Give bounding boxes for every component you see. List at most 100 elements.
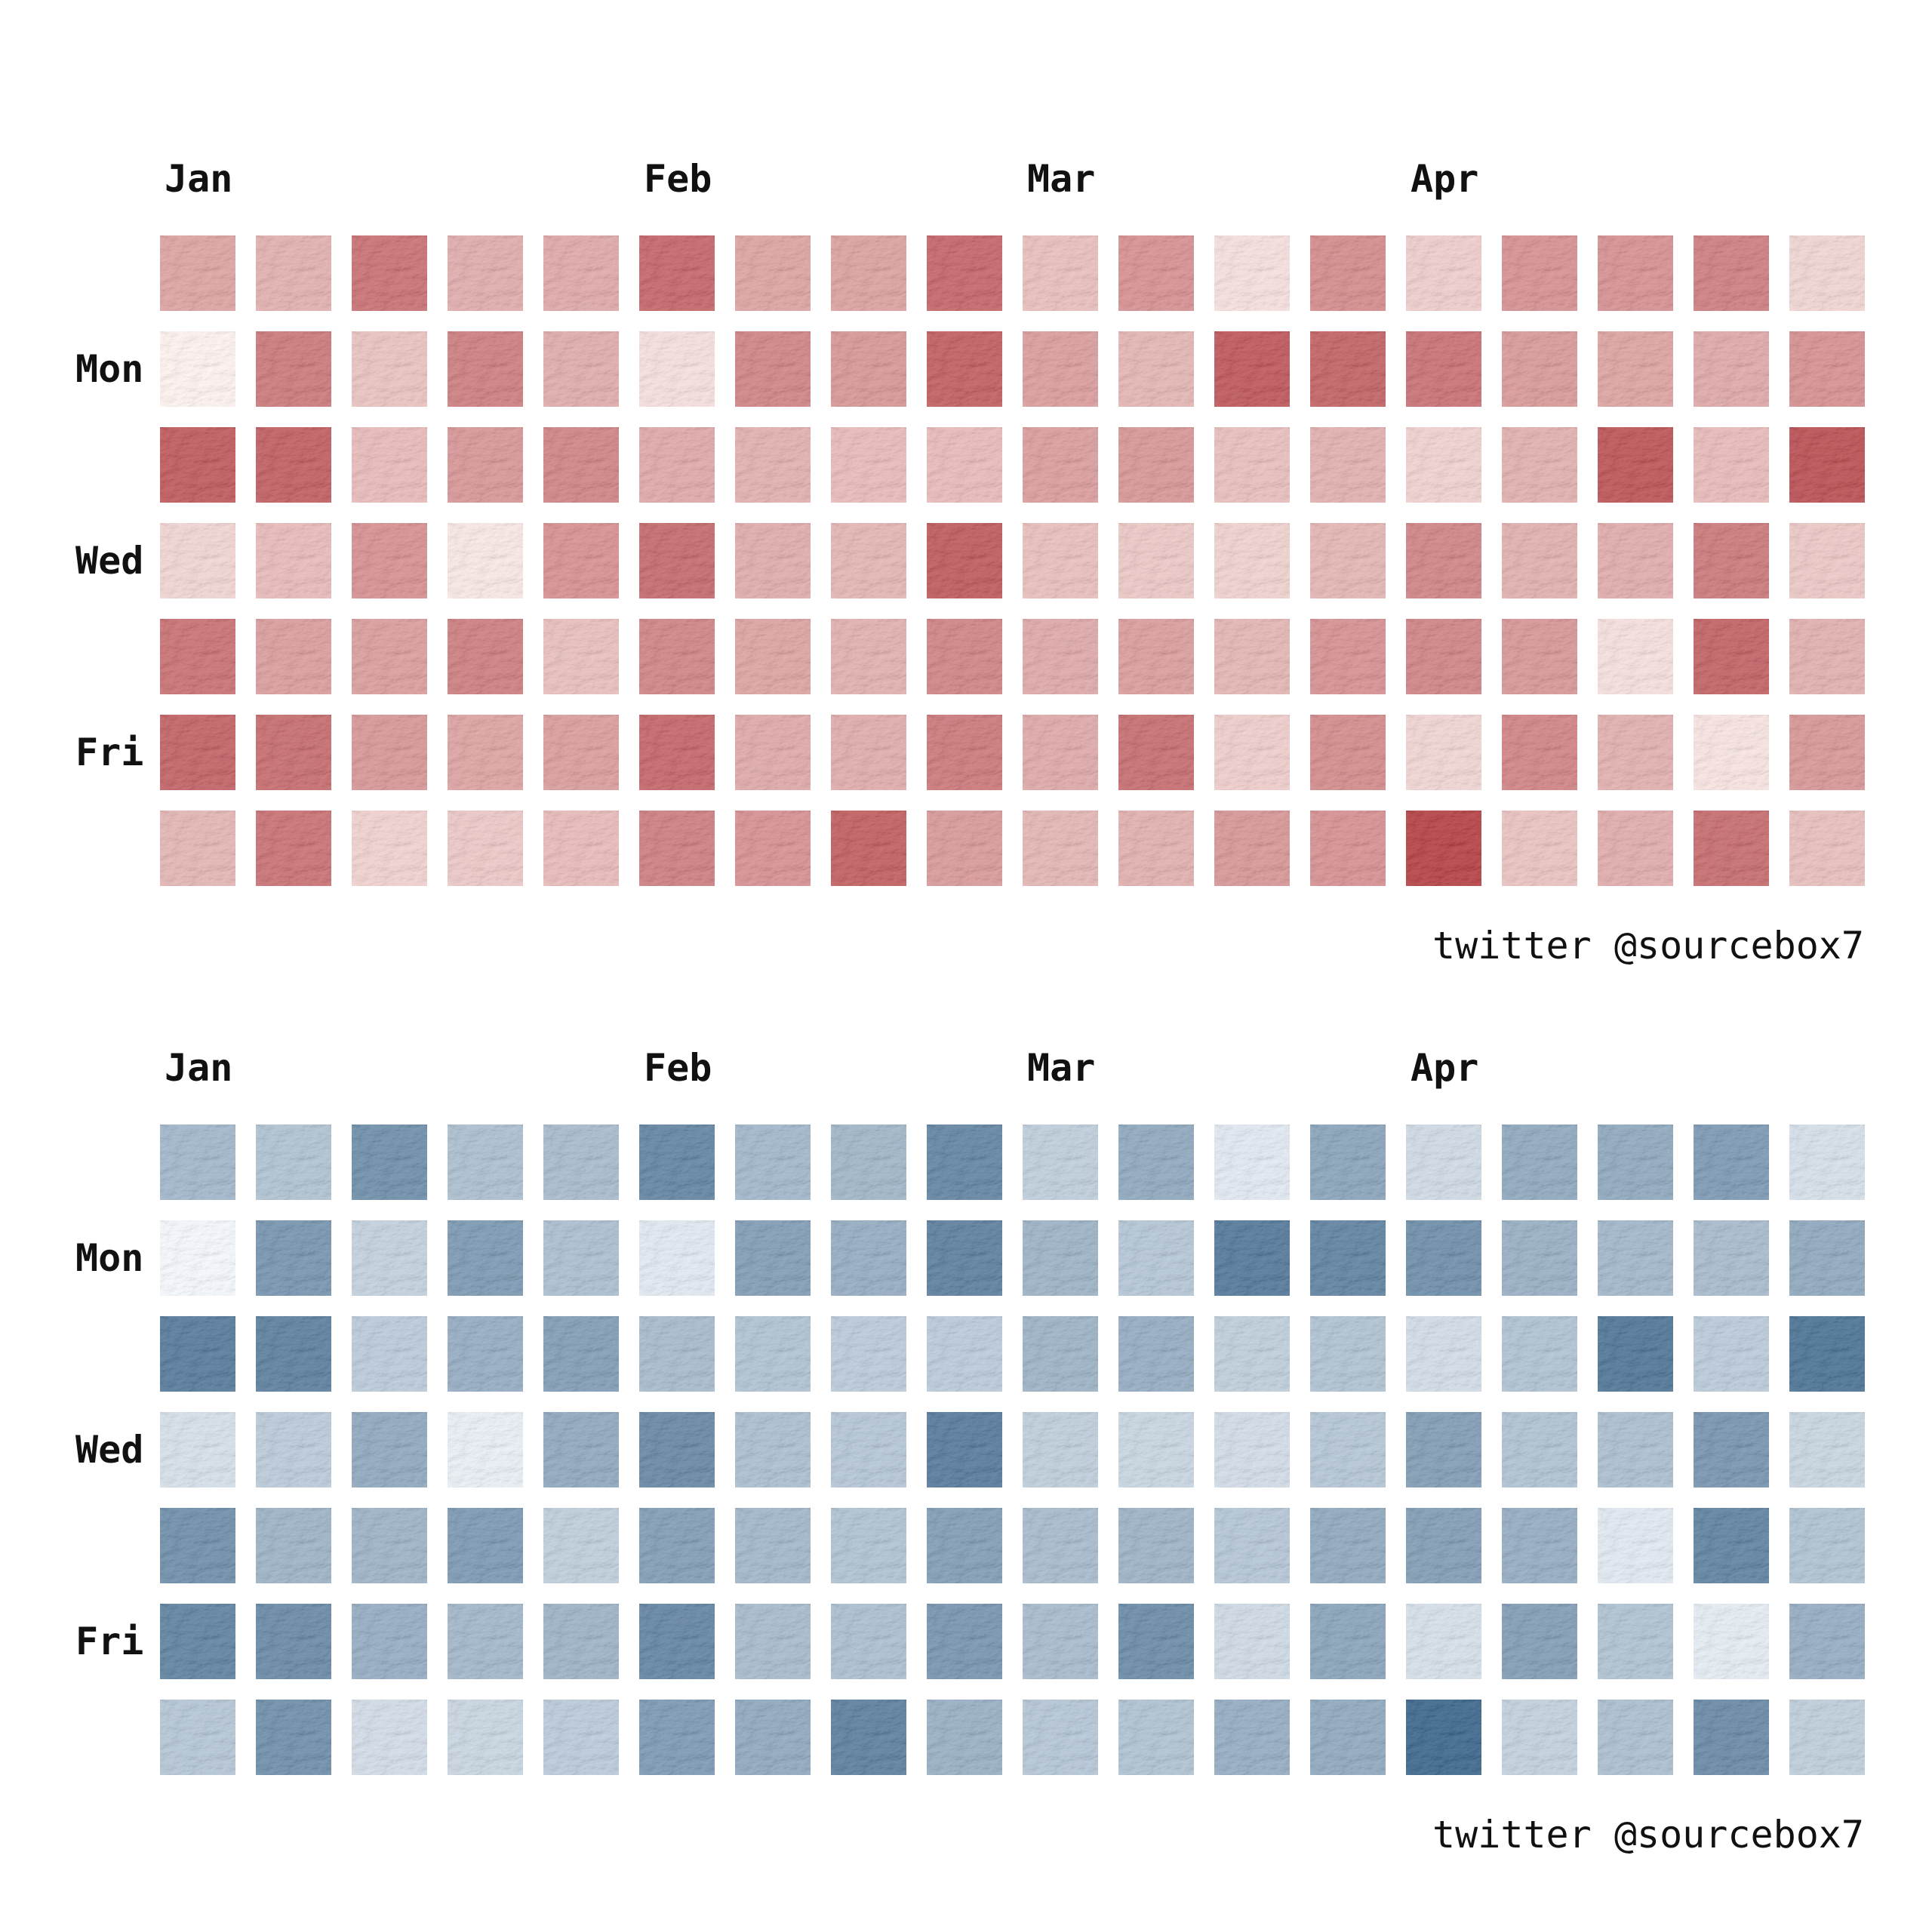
cell-texture [1598, 1700, 1673, 1775]
cell-texture-overlay [1502, 427, 1577, 503]
cell-texture-overlay [543, 1412, 619, 1487]
blue-heatmap-cell [1502, 1508, 1577, 1583]
blue-heatmap-cell [831, 1604, 906, 1679]
blue-heatmap-cell [1789, 1700, 1865, 1775]
cell-texture-overlay [1310, 1604, 1386, 1679]
cell-texture [1214, 1508, 1290, 1583]
cell-texture [1789, 331, 1865, 407]
cell-texture-overlay [160, 331, 235, 407]
blue-month-label-feb: Feb [644, 1046, 712, 1090]
cell-texture [735, 1700, 811, 1775]
cell-texture-overlay [639, 235, 715, 311]
cell-texture-overlay [1214, 715, 1290, 790]
red-heatmap-cell [256, 619, 331, 694]
cell-texture [1694, 1220, 1769, 1296]
cell-texture [831, 1124, 906, 1200]
blue-heatmap-cell [1118, 1700, 1194, 1775]
cell-texture [352, 1412, 427, 1487]
cell-texture-overlay [448, 1220, 523, 1296]
cell-texture-overlay [160, 1316, 235, 1392]
cell-texture-overlay [735, 1316, 811, 1392]
cell-texture [1598, 1508, 1673, 1583]
blue-heatmap-cell [831, 1508, 906, 1583]
cell-texture [1694, 619, 1769, 694]
red-heatmap-cell [543, 811, 619, 886]
cell-texture [831, 235, 906, 311]
red-credit-text: twitter @sourcebox7 [1432, 924, 1864, 968]
cell-texture-overlay [1694, 619, 1769, 694]
cell-texture [448, 1604, 523, 1679]
cell-texture [1598, 1604, 1673, 1679]
blue-heatmap-cell [1694, 1316, 1769, 1392]
blue-heatmap-cell [352, 1508, 427, 1583]
cell-texture-overlay [448, 523, 523, 598]
cell-texture-overlay [1023, 811, 1098, 886]
cell-texture-overlay [831, 1700, 906, 1775]
cell-texture-overlay [543, 1700, 619, 1775]
cell-texture [1023, 1124, 1098, 1200]
cell-texture [256, 1124, 331, 1200]
red-heatmap-cell [352, 811, 427, 886]
blue-heatmap-cell [543, 1508, 619, 1583]
red-heatmap-cell [1502, 523, 1577, 598]
red-heatmap-cell [160, 427, 235, 503]
cell-texture [1789, 811, 1865, 886]
cell-texture-overlay [1023, 331, 1098, 407]
cell-texture-overlay [1023, 235, 1098, 311]
cell-texture [1023, 235, 1098, 311]
cell-texture [1789, 1604, 1865, 1679]
cell-texture [735, 1124, 811, 1200]
cell-texture-overlay [1694, 331, 1769, 407]
blue-heatmap-cell [160, 1316, 235, 1392]
cell-texture-overlay [639, 1508, 715, 1583]
cell-texture-overlay [448, 619, 523, 694]
cell-texture-overlay [160, 811, 235, 886]
cell-texture-overlay [1406, 427, 1481, 503]
red-heatmap-cell [1214, 331, 1290, 407]
cell-texture [1118, 811, 1194, 886]
cell-texture [160, 331, 235, 407]
cell-texture-overlay [1502, 1316, 1577, 1392]
cell-texture-overlay [1118, 1508, 1194, 1583]
cell-texture-overlay [160, 427, 235, 503]
cell-texture [543, 715, 619, 790]
cell-texture-overlay [1789, 1412, 1865, 1487]
cell-texture-overlay [1118, 1124, 1194, 1200]
cell-texture-overlay [1789, 523, 1865, 598]
cell-texture-overlay [1310, 235, 1386, 311]
cell-texture-overlay [1310, 523, 1386, 598]
red-heatmap-cell [1598, 523, 1673, 598]
cell-texture-overlay [1023, 715, 1098, 790]
cell-texture-overlay [256, 1124, 331, 1200]
cell-texture [543, 1124, 619, 1200]
red-heatmap-cell [1406, 331, 1481, 407]
blue-heatmap-cell [639, 1412, 715, 1487]
blue-month-label-apr: Apr [1411, 1046, 1479, 1090]
cell-texture-overlay [1789, 1316, 1865, 1392]
cell-texture-overlay [1310, 331, 1386, 407]
cell-texture-overlay [1598, 1316, 1673, 1392]
red-heatmap-cell [735, 619, 811, 694]
cell-texture-overlay [1789, 1124, 1865, 1200]
cell-texture-overlay [927, 1508, 1002, 1583]
red-heatmap-cell [1118, 811, 1194, 886]
cell-texture-overlay [160, 1508, 235, 1583]
red-heatmap-cell [639, 523, 715, 598]
cell-texture-overlay [639, 1700, 715, 1775]
cell-texture-overlay [1214, 619, 1290, 694]
blue-day-label-wed: Wed [75, 1428, 144, 1472]
cell-texture-overlay [1694, 427, 1769, 503]
blue-heatmap-cell [1214, 1316, 1290, 1392]
red-heatmap-cell [735, 523, 811, 598]
cell-texture [1023, 1508, 1098, 1583]
red-heatmap-cell [1118, 715, 1194, 790]
cell-texture-overlay [639, 427, 715, 503]
cell-texture [927, 715, 1002, 790]
red-heatmap-cell [831, 619, 906, 694]
cell-texture-overlay [1023, 1124, 1098, 1200]
red-heatmap-cell [1023, 523, 1098, 598]
blue-heatmap-cell [543, 1412, 619, 1487]
cell-texture [831, 427, 906, 503]
cell-texture [256, 1220, 331, 1296]
cell-texture [639, 715, 715, 790]
